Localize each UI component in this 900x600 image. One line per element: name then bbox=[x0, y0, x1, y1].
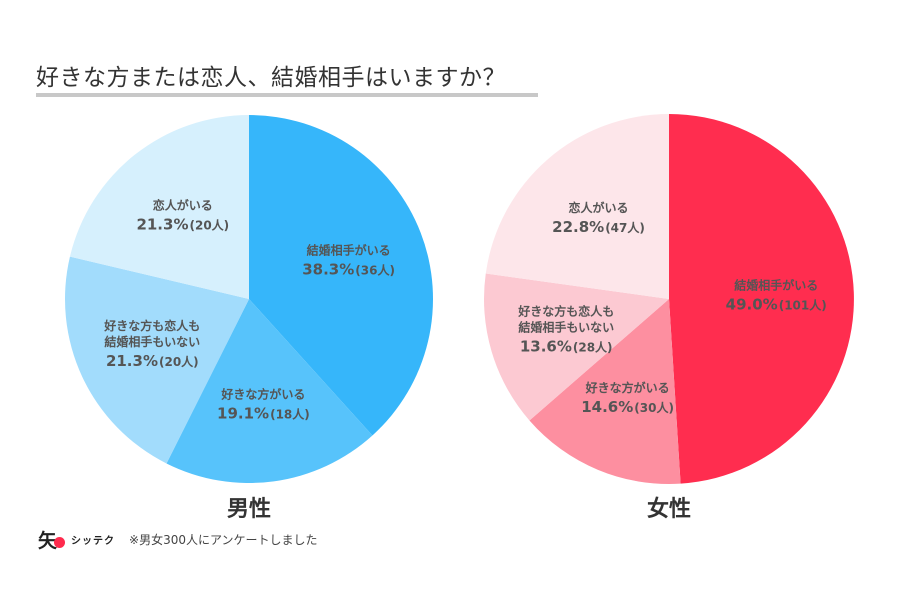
slice-category-text: 好きな方がいる bbox=[220, 387, 305, 402]
slice-label: 好きな方がいる 19.1%(18人) bbox=[217, 387, 310, 423]
slice-label: 好きな方がいる 14.6%(30人) bbox=[581, 380, 674, 416]
slice-category-text: 恋人がいる bbox=[568, 200, 628, 215]
slice-count-text: (30人) bbox=[634, 400, 674, 415]
pie-title: 男性 bbox=[227, 497, 271, 522]
slice-label: 結婚相手がいる 38.3%(36人) bbox=[302, 243, 395, 279]
logo-kanji: 矢 bbox=[38, 529, 58, 552]
survey-note: ※男女300人にアンケートしました bbox=[129, 532, 318, 547]
logo-dot-icon bbox=[54, 536, 66, 548]
pie-chart-female: 結婚相手がいる 49.0%(101人) 好きな方がいる 14.6%(30人) 好きな方も… bbox=[483, 113, 854, 522]
page-title: 好きな方または恋人、結婚相手はいますか？ bbox=[36, 65, 506, 91]
slice-percent-text: 49.0% bbox=[726, 296, 778, 314]
pie-slice bbox=[529, 299, 681, 484]
slice-category-text: 恋人がいる bbox=[153, 197, 213, 212]
slice-percent-text: 19.1% bbox=[217, 405, 269, 423]
pie-slice bbox=[65, 256, 249, 464]
pie-title: 女性 bbox=[647, 496, 691, 522]
slice-category-text: 好きな方がいる bbox=[585, 380, 670, 395]
pie-chart-male: 結婚相手がいる 38.3%(36人) 好きな方がいる 19.1%(18人) 好きな方も恋… bbox=[65, 115, 434, 522]
slice-category-text: 結婚相手もいない bbox=[104, 334, 200, 349]
slice-count-text: (101人) bbox=[779, 298, 827, 313]
slice-percent-text: 21.3% bbox=[136, 215, 188, 233]
logo-text: シッテク bbox=[71, 535, 116, 547]
slice-label: 好きな方も恋人も結婚相手もいない 13.6%(28人) bbox=[517, 304, 614, 356]
pie-slice bbox=[69, 115, 249, 299]
slice-percent-text: 14.6% bbox=[581, 398, 633, 416]
pie-slice bbox=[483, 273, 669, 421]
slice-percent-text: 13.6% bbox=[520, 338, 572, 356]
slice-count-text: (20人) bbox=[159, 354, 199, 369]
slice-percent-text: 21.3% bbox=[106, 352, 158, 370]
slice-count-text: (18人) bbox=[270, 407, 310, 422]
slice-label: 好きな方も恋人も結婚相手もいない 21.3%(20人) bbox=[103, 318, 200, 370]
slice-category-text: 結婚相手もいない bbox=[518, 320, 614, 335]
slice-label: 恋人がいる 21.3%(20人) bbox=[136, 197, 229, 233]
slice-count-text: (36人) bbox=[355, 263, 395, 278]
slice-percent-text: 38.3% bbox=[302, 261, 354, 279]
slice-percent-text: 22.8% bbox=[552, 218, 604, 236]
pie-slice bbox=[249, 115, 434, 436]
slice-count-text: (47人) bbox=[605, 220, 645, 235]
footer: 矢 シッテク ※男女300人にアンケートしました bbox=[38, 526, 318, 553]
slice-category-text: 好きな方も恋人も bbox=[103, 318, 200, 333]
slice-category-text: 結婚相手がいる bbox=[734, 278, 818, 293]
slice-count-text: (20人) bbox=[189, 217, 229, 232]
slice-count-text: (28人) bbox=[573, 340, 613, 355]
logo: 矢 シッテク bbox=[38, 526, 115, 553]
slice-category-text: 好きな方も恋人も bbox=[517, 304, 614, 319]
slice-label: 結婚相手がいる 49.0%(101人) bbox=[726, 278, 827, 314]
title-underline bbox=[36, 93, 538, 97]
slice-label: 恋人がいる 22.8%(47人) bbox=[552, 200, 645, 236]
pie-slice bbox=[166, 299, 373, 484]
pie-slice bbox=[669, 114, 854, 484]
pie-slice bbox=[485, 113, 669, 300]
slice-category-text: 結婚相手がいる bbox=[307, 243, 391, 258]
